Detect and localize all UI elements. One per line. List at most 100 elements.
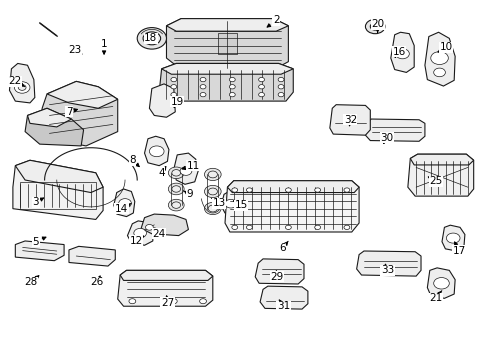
Polygon shape [427,268,454,298]
Circle shape [433,68,445,77]
Circle shape [278,85,284,89]
Circle shape [446,233,459,243]
Text: 4: 4 [158,167,165,178]
Polygon shape [15,160,103,193]
Text: 2: 2 [266,15,279,27]
Text: 17: 17 [451,242,465,256]
Text: 22: 22 [9,76,25,87]
Circle shape [229,85,235,89]
Text: 11: 11 [182,161,200,171]
Polygon shape [118,270,212,306]
Bar [217,33,237,54]
Polygon shape [15,241,64,261]
Polygon shape [149,84,175,117]
Circle shape [229,77,235,82]
Polygon shape [42,81,118,146]
Circle shape [231,188,237,192]
Polygon shape [120,270,212,280]
Text: 3: 3 [32,197,43,207]
Polygon shape [161,63,293,74]
Circle shape [170,299,177,304]
Polygon shape [407,154,473,196]
Text: 28: 28 [24,276,39,287]
Polygon shape [166,19,288,31]
Polygon shape [409,154,473,165]
Circle shape [343,225,349,229]
Polygon shape [144,136,168,166]
Polygon shape [424,32,454,86]
Circle shape [168,199,184,211]
Polygon shape [365,119,424,141]
Circle shape [168,183,184,195]
Polygon shape [13,160,103,220]
Circle shape [395,49,408,59]
Polygon shape [441,225,464,251]
Polygon shape [329,105,369,135]
Circle shape [369,23,379,30]
Circle shape [343,188,349,192]
Polygon shape [27,108,71,127]
Circle shape [200,85,205,89]
Circle shape [129,299,136,304]
Polygon shape [260,286,307,309]
Text: 9: 9 [183,189,193,199]
Circle shape [170,77,176,82]
Circle shape [231,225,237,229]
Circle shape [200,77,205,82]
Circle shape [137,28,166,49]
Text: 32: 32 [343,115,356,126]
Text: 13: 13 [211,198,225,208]
Text: 5: 5 [32,237,46,247]
Text: 20: 20 [370,19,384,32]
Polygon shape [9,63,35,103]
Text: 6: 6 [279,241,287,253]
Circle shape [143,32,160,45]
Circle shape [208,171,217,178]
Circle shape [258,77,264,82]
Polygon shape [25,108,83,146]
Circle shape [246,225,252,229]
Circle shape [170,93,176,97]
Circle shape [171,186,180,192]
Polygon shape [141,214,188,235]
Circle shape [285,225,291,229]
Polygon shape [356,251,420,276]
Circle shape [430,51,447,64]
Text: 33: 33 [380,264,393,275]
Circle shape [278,77,284,82]
Circle shape [14,82,30,93]
Circle shape [208,188,217,195]
Text: 14: 14 [115,203,131,214]
Text: 10: 10 [437,42,451,52]
Circle shape [258,85,264,89]
Circle shape [314,225,320,229]
Polygon shape [227,181,358,193]
Circle shape [433,278,448,289]
Circle shape [171,202,180,208]
Text: 1: 1 [101,39,107,54]
Text: 29: 29 [270,271,283,282]
Polygon shape [173,153,198,184]
Circle shape [18,85,26,90]
Text: 25: 25 [427,176,442,186]
Bar [20,182,96,209]
Text: 27: 27 [161,296,174,308]
Text: 18: 18 [144,33,157,43]
Text: 26: 26 [90,276,103,287]
Circle shape [145,225,153,230]
Circle shape [285,188,291,192]
Circle shape [200,93,205,97]
Polygon shape [47,81,118,108]
Circle shape [246,188,252,192]
Polygon shape [224,181,358,232]
Text: 21: 21 [428,291,441,303]
Circle shape [208,205,217,212]
Circle shape [204,202,221,215]
Text: 16: 16 [392,46,405,57]
Polygon shape [114,189,135,217]
Circle shape [204,168,221,181]
Circle shape [204,185,221,198]
Circle shape [149,146,163,157]
Circle shape [180,167,191,175]
Polygon shape [127,221,153,245]
